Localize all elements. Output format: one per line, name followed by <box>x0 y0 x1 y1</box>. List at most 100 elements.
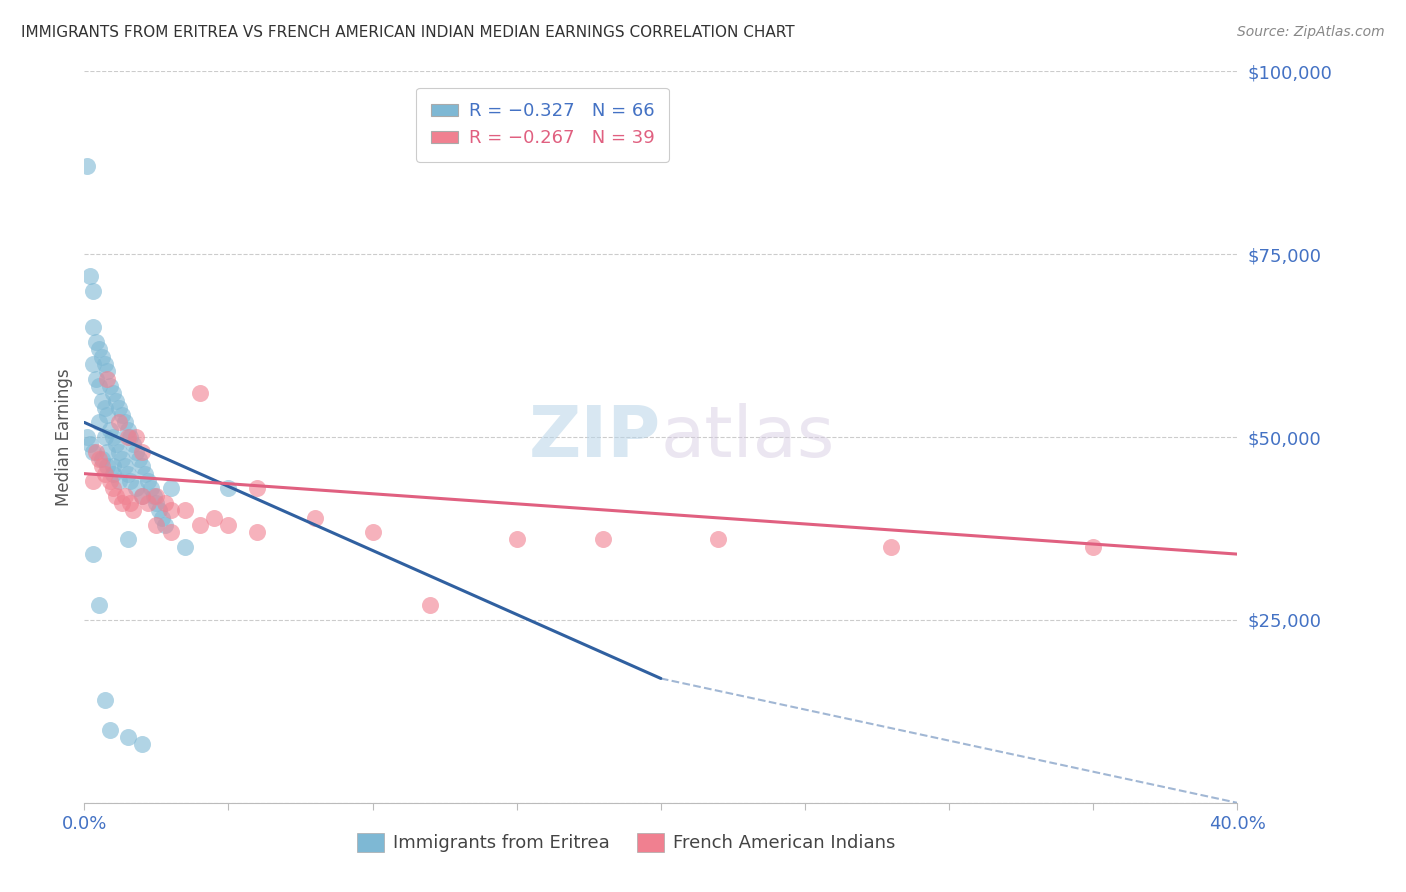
Text: Source: ZipAtlas.com: Source: ZipAtlas.com <box>1237 25 1385 39</box>
Point <box>131 489 153 503</box>
Point <box>246 481 269 495</box>
Point <box>122 437 145 451</box>
Point <box>880 540 903 554</box>
Point <box>148 503 170 517</box>
Point <box>128 452 150 467</box>
Point <box>188 517 211 532</box>
Point <box>202 510 225 524</box>
Y-axis label: Median Earnings: Median Earnings <box>55 368 73 506</box>
Point <box>125 444 148 458</box>
Point <box>87 599 110 613</box>
Point <box>707 533 730 547</box>
Point <box>90 350 112 364</box>
Point <box>93 401 115 415</box>
Point <box>82 320 104 334</box>
Point <box>150 510 173 524</box>
Point <box>82 284 104 298</box>
Point <box>174 503 197 517</box>
Point <box>82 357 104 371</box>
Point <box>125 481 148 495</box>
Point <box>108 401 131 415</box>
Point <box>103 386 124 401</box>
Point <box>114 416 136 430</box>
Point <box>76 160 98 174</box>
Point <box>96 408 118 422</box>
Point <box>105 393 128 408</box>
Point <box>160 525 183 540</box>
Point <box>120 496 142 510</box>
Point <box>419 599 441 613</box>
Point <box>188 386 211 401</box>
Point <box>117 423 139 437</box>
Point <box>117 467 139 481</box>
Point <box>103 481 124 495</box>
Point <box>592 533 614 547</box>
Point <box>96 371 118 385</box>
Point <box>90 459 112 474</box>
Point <box>246 525 269 540</box>
Text: IMMIGRANTS FROM ERITREA VS FRENCH AMERICAN INDIAN MEDIAN EARNINGS CORRELATION CH: IMMIGRANTS FROM ERITREA VS FRENCH AMERIC… <box>21 25 794 40</box>
Point <box>153 517 176 532</box>
Point <box>87 416 110 430</box>
Point <box>120 430 142 444</box>
Text: ZIP: ZIP <box>529 402 661 472</box>
Point <box>145 517 167 532</box>
Point <box>98 474 121 488</box>
Point <box>76 430 98 444</box>
Point <box>125 430 148 444</box>
Point <box>361 525 384 540</box>
Point <box>82 444 104 458</box>
Point <box>111 408 134 422</box>
Point <box>98 379 121 393</box>
Point <box>105 489 128 503</box>
Point <box>105 437 128 451</box>
Point <box>120 474 142 488</box>
Point <box>218 481 240 495</box>
Point <box>136 474 159 488</box>
Point <box>160 503 183 517</box>
Point <box>87 343 110 357</box>
Point <box>84 334 107 349</box>
Point <box>218 517 240 532</box>
Text: atlas: atlas <box>661 402 835 472</box>
Point <box>136 496 159 510</box>
Point <box>160 481 183 495</box>
Point <box>93 467 115 481</box>
Point <box>145 496 167 510</box>
Point <box>111 496 134 510</box>
Point <box>103 430 124 444</box>
Point <box>117 730 139 744</box>
Legend: Immigrants from Eritrea, French American Indians: Immigrants from Eritrea, French American… <box>350 826 903 860</box>
Point <box>108 474 131 488</box>
Point <box>131 737 153 751</box>
Point <box>108 444 131 458</box>
Point <box>145 489 167 503</box>
Point <box>90 452 112 467</box>
Point <box>304 510 326 524</box>
Point <box>122 503 145 517</box>
Point <box>87 452 110 467</box>
Point <box>131 489 153 503</box>
Point <box>506 533 529 547</box>
Point <box>103 459 124 474</box>
Point <box>98 423 121 437</box>
Point <box>96 459 118 474</box>
Point <box>82 547 104 561</box>
Point <box>117 533 139 547</box>
Point <box>79 269 101 284</box>
Point <box>131 444 153 458</box>
Point <box>90 393 112 408</box>
Point <box>111 452 134 467</box>
Point <box>98 723 121 737</box>
Point <box>93 693 115 707</box>
Point <box>84 371 107 385</box>
Point <box>87 379 110 393</box>
Point <box>142 489 165 503</box>
Point <box>79 437 101 451</box>
Point <box>114 489 136 503</box>
Point <box>134 467 156 481</box>
Point <box>103 467 124 481</box>
Point <box>108 416 131 430</box>
Point <box>117 430 139 444</box>
Point <box>84 444 107 458</box>
